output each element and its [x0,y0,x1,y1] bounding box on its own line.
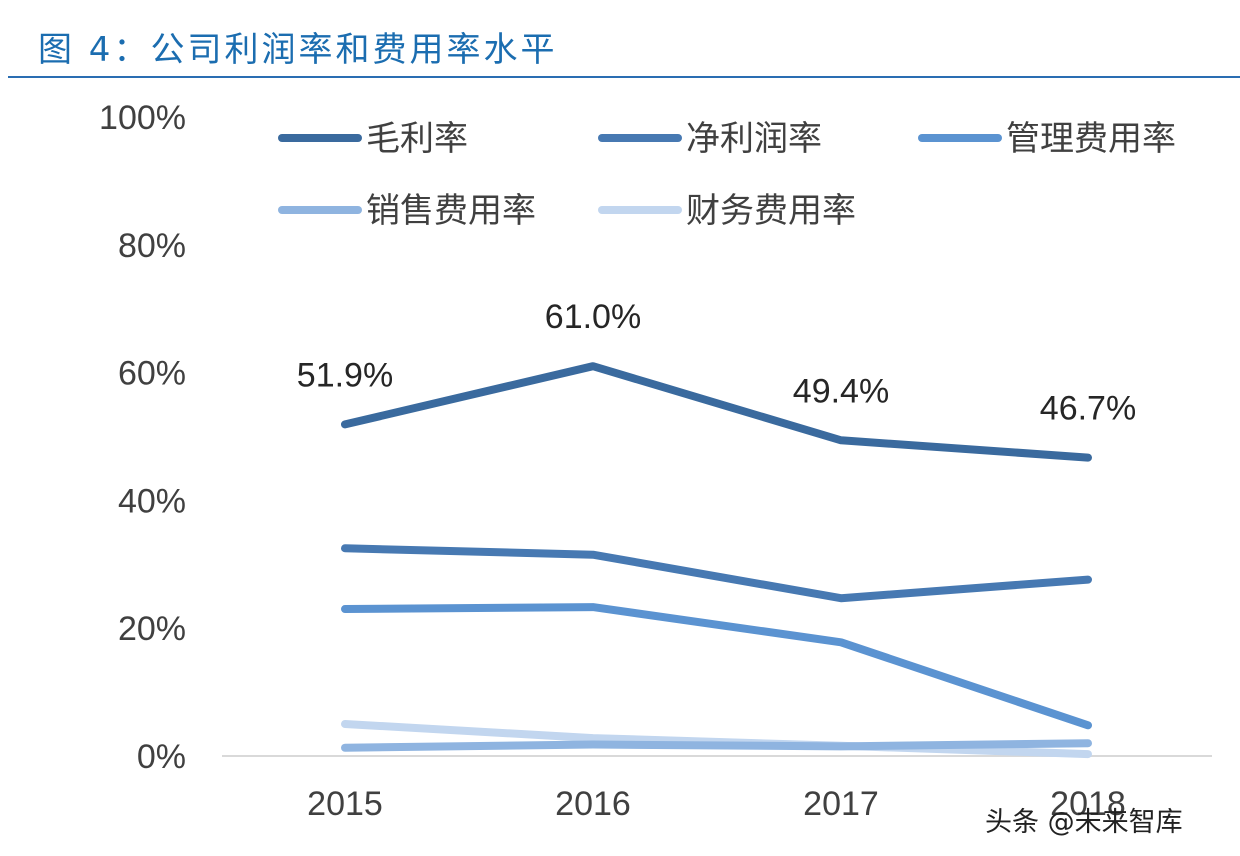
series-line [341,739,1092,752]
legend-label: 毛利率 [366,119,468,159]
data-label: 46.7% [1040,390,1136,428]
y-tick-label: 100% [99,99,186,137]
y-tick-label: 60% [118,355,186,393]
y-tick-label: 20% [118,610,186,648]
figure-title: 图 4：公司利润率和费用率水平 [38,30,558,70]
y-tick-label: 80% [118,227,186,265]
watermark: 头条 @未来智库 [985,807,1183,838]
series-line [341,603,1092,730]
legend-label: 净利润率 [686,119,822,159]
series-line [341,362,1092,462]
x-tick-label: 2016 [555,785,631,823]
y-tick-label: 0% [137,738,186,776]
legend-label: 销售费用率 [366,191,536,231]
chart-series [341,362,1092,759]
data-label: 61.0% [545,298,641,336]
legend-label: 管理费用率 [1006,119,1176,159]
legend-label: 财务费用率 [686,191,856,231]
data-label: 49.4% [793,372,889,410]
chart-data-labels: 51.9% 61.0% 49.4% 46.7% [297,298,1136,427]
series-line [341,544,1092,603]
chart-axes: 0% 20% 40% 60% 80% 100% 2015 2016 2017 2018 [99,99,1212,823]
x-tick-label: 2018 [1050,785,1126,823]
y-tick-label: 40% [118,482,186,520]
x-tick-label: 2017 [803,785,879,823]
x-tick-label: 2015 [307,785,383,823]
data-label: 51.9% [297,356,393,394]
title-divider [8,76,1240,78]
